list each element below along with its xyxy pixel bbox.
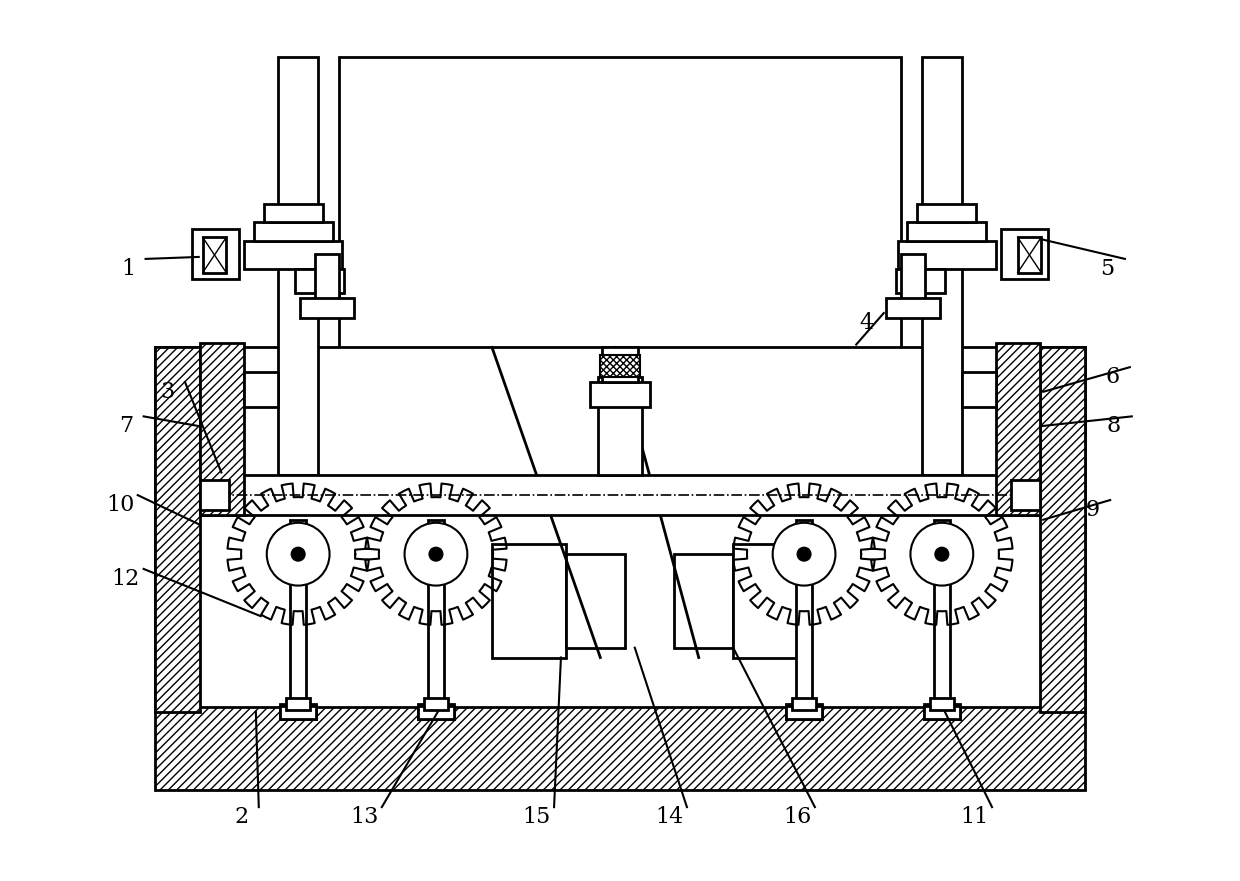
- Bar: [908, 221, 986, 241]
- Bar: [155, 347, 1085, 712]
- Bar: [200, 476, 1040, 515]
- Bar: [1040, 347, 1085, 712]
- Bar: [418, 706, 454, 719]
- Text: 2: 2: [234, 806, 248, 828]
- Bar: [279, 57, 317, 476]
- Bar: [244, 372, 279, 406]
- Text: 6: 6: [1105, 366, 1120, 388]
- Circle shape: [291, 547, 305, 561]
- Bar: [885, 299, 940, 318]
- Bar: [254, 221, 332, 241]
- Bar: [675, 554, 733, 648]
- Text: 9: 9: [1085, 499, 1100, 521]
- Text: 8: 8: [1107, 415, 1121, 437]
- Bar: [565, 554, 625, 648]
- Circle shape: [935, 547, 949, 561]
- Bar: [900, 254, 925, 308]
- Bar: [295, 269, 345, 293]
- Circle shape: [773, 522, 836, 586]
- Bar: [1018, 237, 1042, 273]
- Text: 5: 5: [1100, 258, 1115, 280]
- Bar: [996, 343, 1040, 515]
- Bar: [315, 254, 340, 308]
- Bar: [786, 706, 822, 719]
- Bar: [200, 343, 244, 515]
- Bar: [244, 241, 342, 269]
- Bar: [290, 520, 306, 712]
- Text: 13: 13: [350, 806, 378, 828]
- Bar: [786, 704, 822, 719]
- Bar: [898, 241, 996, 269]
- Bar: [590, 382, 650, 406]
- Bar: [280, 704, 316, 719]
- Circle shape: [404, 522, 467, 586]
- Bar: [286, 698, 310, 710]
- Bar: [300, 299, 355, 318]
- Bar: [155, 707, 1085, 790]
- Bar: [603, 347, 637, 382]
- Bar: [340, 57, 900, 485]
- Circle shape: [429, 547, 443, 561]
- Text: 15: 15: [522, 806, 551, 828]
- Text: 14: 14: [655, 806, 683, 828]
- Text: 1: 1: [120, 258, 135, 280]
- Bar: [930, 698, 954, 710]
- Bar: [202, 237, 227, 273]
- Bar: [599, 377, 641, 476]
- Bar: [792, 698, 816, 710]
- Bar: [492, 544, 565, 657]
- Bar: [424, 698, 448, 710]
- Bar: [1011, 480, 1040, 510]
- Text: 16: 16: [782, 806, 811, 828]
- Bar: [155, 347, 200, 712]
- Bar: [418, 704, 454, 719]
- Bar: [924, 704, 960, 719]
- Bar: [192, 229, 239, 278]
- Bar: [600, 355, 640, 377]
- Bar: [796, 520, 812, 712]
- Bar: [918, 204, 976, 221]
- Circle shape: [797, 547, 811, 561]
- Bar: [895, 269, 945, 293]
- Bar: [733, 544, 807, 657]
- Text: 3: 3: [160, 381, 175, 403]
- Bar: [924, 706, 960, 719]
- Circle shape: [910, 522, 973, 586]
- Bar: [280, 706, 316, 719]
- Text: 4: 4: [859, 312, 873, 334]
- Text: 11: 11: [960, 806, 988, 828]
- Text: 12: 12: [112, 567, 140, 589]
- Bar: [200, 480, 229, 510]
- Text: 10: 10: [105, 494, 134, 516]
- Bar: [264, 204, 322, 221]
- Bar: [202, 234, 229, 274]
- Circle shape: [267, 522, 330, 586]
- Bar: [934, 520, 950, 712]
- Bar: [961, 372, 996, 406]
- Bar: [428, 520, 444, 712]
- Bar: [1011, 234, 1038, 274]
- Bar: [923, 57, 961, 476]
- Text: 7: 7: [119, 415, 133, 437]
- Bar: [1001, 229, 1048, 278]
